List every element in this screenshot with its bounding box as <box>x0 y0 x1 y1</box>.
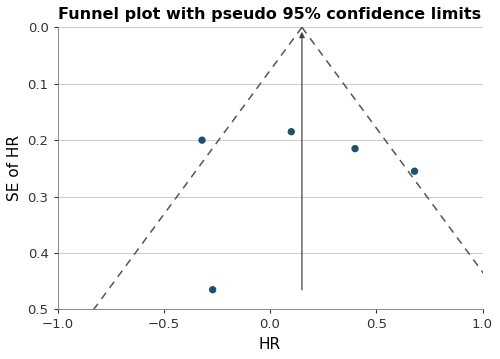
Point <box>198 137 206 143</box>
X-axis label: HR: HR <box>259 337 281 352</box>
Point <box>351 146 359 151</box>
Point <box>410 168 418 174</box>
Title: Funnel plot with pseudo 95% confidence limits: Funnel plot with pseudo 95% confidence l… <box>58 7 482 22</box>
Y-axis label: SE of HR: SE of HR <box>7 135 22 201</box>
Point <box>208 287 216 293</box>
Point <box>288 129 296 135</box>
